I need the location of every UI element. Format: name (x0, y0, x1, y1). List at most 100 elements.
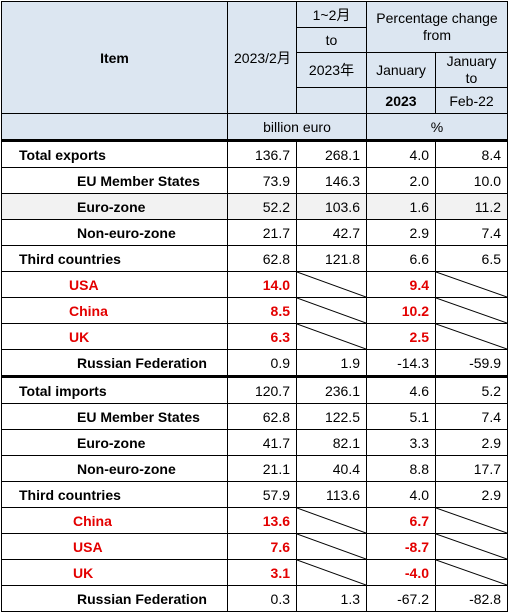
row-label: USA (1, 271, 228, 298)
diagonal-slash-icon (297, 298, 366, 323)
month-value: 57.9 (227, 481, 297, 508)
row-label: China (1, 297, 228, 324)
month-value: 14.0 (227, 271, 297, 298)
row-label: Total exports (1, 139, 228, 168)
pct-january-value: 2.5 (366, 323, 436, 350)
row-label: UK (1, 323, 228, 350)
pct-feb22-value: -59.9 (434, 349, 509, 377)
pct-feb22-value: -82.8 (434, 585, 509, 612)
pct-january-value: 4.0 (366, 139, 436, 168)
diagonal-slash-icon (297, 272, 366, 297)
diagonal-slash-icon (297, 560, 366, 585)
cumulative-blank (296, 533, 367, 560)
header-unit-blank (1, 113, 228, 141)
pct-january-value: 1.6 (366, 193, 436, 220)
table-row: Third countries 57.9 113.6 4.0 2.9 (1, 481, 509, 508)
pct-feb22-value: 17.7 (434, 455, 509, 482)
table-row: EU Member States 62.8 122.5 5.1 7.4 (1, 403, 509, 430)
diagonal-slash-icon (436, 508, 507, 533)
row-label: Non-euro-zone (1, 219, 228, 246)
header-cum-blank (296, 87, 367, 114)
pct-january-value: 2.9 (366, 219, 436, 246)
month-value: 0.3 (227, 585, 297, 612)
cumulative-value: 1.9 (296, 349, 367, 377)
diagonal-slash-icon (297, 534, 366, 559)
table-row: Third countries 62.8 121.8 6.6 6.5 (1, 245, 509, 272)
pct-feb22-value: 5.2 (434, 375, 509, 404)
row-label: EU Member States (1, 167, 228, 194)
cumulative-value: 146.3 (296, 167, 367, 194)
pct-january-value: 8.8 (366, 455, 436, 482)
row-label: China (1, 507, 228, 534)
header-item: Item (1, 1, 228, 114)
pct-feb22-value: 2.9 (434, 429, 509, 456)
pct-feb22-value: 10.0 (434, 167, 509, 194)
table-row: UK 3.1 -4.0 (1, 559, 509, 586)
month-value: 62.8 (227, 403, 297, 430)
row-label: Euro-zone (1, 429, 228, 456)
table-row: EU Member States 73.9 146.3 2.0 10.0 (1, 167, 509, 194)
cumulative-blank (296, 297, 367, 324)
diagonal-slash-icon (436, 298, 507, 323)
month-value: 6.3 (227, 323, 297, 350)
month-value: 41.7 (227, 429, 297, 456)
diagonal-slash-icon (436, 560, 507, 585)
month-value: 8.5 (227, 297, 297, 324)
table-row: USA 14.0 9.4 (1, 271, 509, 298)
cumulative-value: 1.3 (296, 585, 367, 612)
header-cum-line3: 2023年 (296, 52, 367, 88)
pct-feb22-value: 2.9 (434, 481, 509, 508)
month-value: 21.1 (227, 455, 297, 482)
header-pct-january-to: January to (434, 52, 509, 88)
cumulative-blank (296, 271, 367, 298)
pct-feb22-blank (434, 297, 509, 324)
diagonal-slash-icon (436, 324, 507, 349)
month-value: 62.8 (227, 245, 297, 272)
month-value: 120.7 (227, 375, 297, 404)
pct-feb22-value: 7.4 (434, 403, 509, 430)
table-row: Euro-zone 41.7 82.1 3.3 2.9 (1, 429, 509, 456)
header-pct-title: Percentage change from (365, 1, 509, 53)
cumulative-value: 103.6 (296, 193, 367, 220)
pct-january-value: 9.4 (366, 271, 436, 298)
month-value: 3.1 (227, 559, 297, 586)
pct-january-value: -4.0 (366, 559, 436, 586)
pct-january-value: 2.0 (366, 167, 436, 194)
pct-january-value: 6.7 (366, 507, 436, 534)
row-label: Russian Federation (1, 585, 228, 612)
month-value: 7.6 (227, 533, 297, 560)
pct-january-value: 4.6 (366, 375, 436, 404)
cumulative-value: 122.5 (296, 403, 367, 430)
row-label: Russian Federation (1, 349, 228, 377)
header-pct-2023: 2023 (366, 87, 436, 114)
table-row: China 8.5 10.2 (1, 297, 509, 324)
pct-feb22-value: 7.4 (434, 219, 509, 246)
month-value: 13.6 (227, 507, 297, 534)
header-unit-pct: % (365, 113, 509, 141)
header-cum-line1: 1~2月 (296, 1, 367, 28)
pct-january-value: -67.2 (366, 585, 436, 612)
row-label: Total imports (1, 375, 228, 404)
pct-feb22-blank (434, 323, 509, 350)
pct-january-value: 3.3 (366, 429, 436, 456)
pct-feb22-value: 8.4 (434, 139, 509, 168)
row-label: Third countries (1, 481, 228, 508)
header-pct-january: January (366, 52, 436, 88)
pct-january-value: 4.0 (366, 481, 436, 508)
cumulative-value: 42.7 (296, 219, 367, 246)
diagonal-slash-icon (297, 324, 366, 349)
table-body: Total exports 136.7 268.1 4.0 8.4 EU Member S… (1, 139, 509, 612)
table-row: UK 6.3 2.5 (1, 323, 509, 350)
header-unit-value: billion euro (227, 113, 367, 141)
pct-feb22-blank (434, 559, 509, 586)
pct-january-value: -14.3 (366, 349, 436, 377)
table-row: Russian Federation 0.9 1.9 -14.3 -59.9 (1, 349, 509, 377)
pct-feb22-blank (434, 533, 509, 560)
diagonal-slash-icon (297, 508, 366, 533)
table-row: Non-euro-zone 21.1 40.4 8.8 17.7 (1, 455, 509, 482)
cumulative-value: 113.6 (296, 481, 367, 508)
table-row: Russian Federation 0.3 1.3 -67.2 -82.8 (1, 585, 509, 612)
table-header: Item 2023/2月 1~2月 Percentage change from… (1, 1, 509, 141)
cumulative-blank (296, 559, 367, 586)
